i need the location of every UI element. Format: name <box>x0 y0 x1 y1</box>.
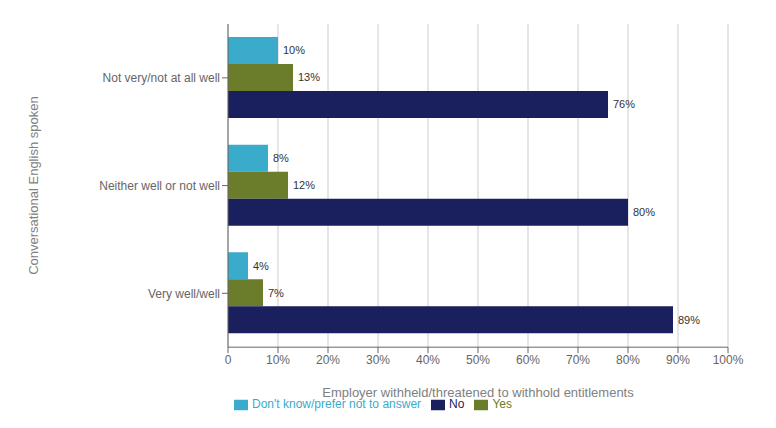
svg-text:10%: 10% <box>266 353 290 367</box>
svg-text:40%: 40% <box>416 353 440 367</box>
svg-text:12%: 12% <box>293 179 315 191</box>
svg-text:100%: 100% <box>713 353 744 367</box>
svg-text:80%: 80% <box>633 206 655 218</box>
svg-text:76%: 76% <box>613 98 635 110</box>
svg-text:80%: 80% <box>616 353 640 367</box>
svg-text:Conversational English spoken: Conversational English spoken <box>26 96 41 275</box>
svg-text:Employer withheld/threatened t: Employer withheld/threatened to withhold… <box>322 385 634 400</box>
svg-text:Neither well or not well: Neither well or not well <box>99 179 220 193</box>
html-text:Don't know/prefer not to answe: Don't know/prefer not to answer <box>252 397 422 412</box>
html-text:No: No <box>449 397 465 412</box>
svg-text:13%: 13% <box>298 71 320 83</box>
svg-text:30%: 30% <box>366 353 390 367</box>
svg-text:20%: 20% <box>316 353 340 367</box>
html-text:Yes: Yes <box>492 397 512 412</box>
svg-text:60%: 60% <box>516 353 540 367</box>
svg-text:Not very/not at all well: Not very/not at all well <box>103 71 220 85</box>
svg-text:50%: 50% <box>466 353 490 367</box>
svg-text:89%: 89% <box>678 314 700 326</box>
svg-text:70%: 70% <box>566 353 590 367</box>
svg-text:0: 0 <box>225 353 232 367</box>
svg-text:10%: 10% <box>283 44 305 56</box>
svg-text:7%: 7% <box>268 287 284 299</box>
svg-text:Very well/well: Very well/well <box>148 287 220 301</box>
svg-text:8%: 8% <box>273 152 289 164</box>
svg-text:90%: 90% <box>666 353 690 367</box>
svg-text:4%: 4% <box>253 260 269 272</box>
